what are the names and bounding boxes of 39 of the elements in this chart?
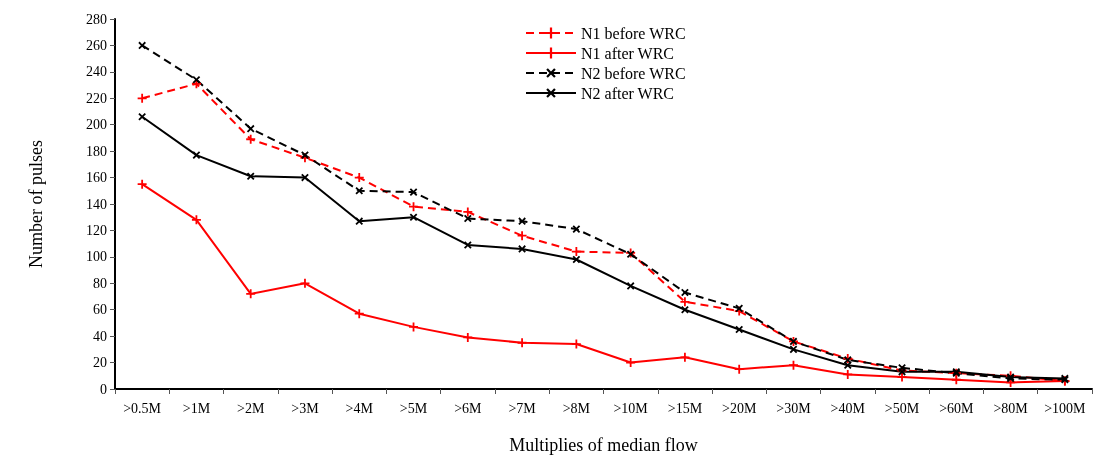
x-tick-label: >4M — [345, 400, 374, 416]
x-tick-label: >15M — [667, 400, 703, 416]
y-tick-label: 180 — [86, 143, 107, 159]
y-tick-label: 200 — [86, 117, 107, 133]
x-tick-label: >60M — [939, 400, 975, 416]
legend-label: N2 before WRC — [581, 64, 686, 82]
y-tick-label: 260 — [86, 37, 107, 53]
y-tick-label: 20 — [93, 355, 107, 371]
x-axis-title: Multiplies of median flow — [509, 435, 698, 455]
legend-label: N2 after WRC — [581, 84, 675, 102]
legend-label: N1 before WRC — [581, 24, 686, 42]
y-tick-label: 100 — [86, 249, 107, 265]
x-tick-label: >1M — [182, 400, 211, 416]
x-tick-label: >5M — [399, 400, 428, 416]
x-tick-label: >8M — [562, 400, 591, 416]
x-tick-label: >20M — [722, 400, 757, 416]
x-tick-label: >0.5M — [123, 400, 162, 416]
x-tick-label: >50M — [884, 400, 920, 416]
y-tick-label: 220 — [86, 90, 107, 106]
x-tick-label: >3M — [291, 400, 320, 416]
x-tick-label: >2M — [237, 400, 265, 416]
y-tick-label: 40 — [93, 328, 107, 344]
x-tick-label: >100M — [1044, 400, 1087, 416]
x-tick-label: >40M — [830, 400, 866, 416]
y-tick-label: 240 — [86, 64, 107, 80]
y-tick-label: 80 — [93, 275, 107, 291]
x-tick-label: >7M — [508, 400, 537, 416]
x-tick-label: >30M — [776, 400, 812, 416]
y-tick-label: 280 — [86, 11, 107, 27]
y-tick-label: 0 — [100, 381, 107, 397]
y-tick-label: 120 — [86, 222, 107, 238]
x-tick-label: >6M — [454, 400, 483, 416]
x-tick-label: >80M — [993, 400, 1029, 416]
x-tick-label: >10M — [613, 400, 649, 416]
y-tick-label: 160 — [86, 170, 107, 186]
y-axis-title: Number of pulses — [26, 140, 46, 268]
y-tick-label: 60 — [93, 302, 107, 318]
y-tick-label: 140 — [86, 196, 107, 212]
legend-label: N1 after WRC — [581, 44, 675, 62]
